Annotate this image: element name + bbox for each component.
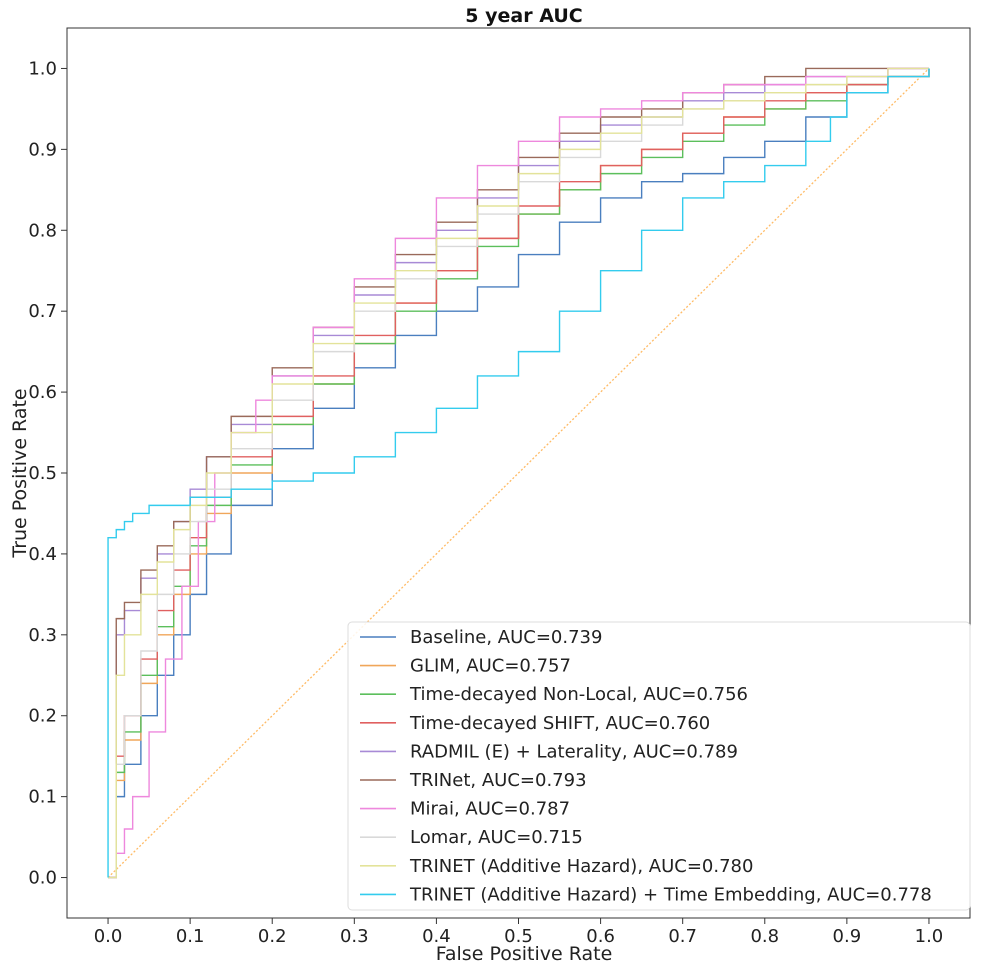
y-tick-label: 0.3 (28, 625, 57, 646)
y-tick-label: 0.2 (28, 706, 57, 727)
x-tick-label: 0.0 (94, 926, 123, 947)
x-tick-label: 0.7 (668, 926, 697, 947)
x-tick-label: 0.9 (833, 926, 862, 947)
legend-box (347, 621, 971, 911)
y-tick-label: 0.4 (28, 544, 57, 565)
legend-entry: Time-decayed Non-Local, AUC=0.756 (409, 684, 748, 705)
y-tick-label: 0.9 (28, 139, 57, 160)
x-tick-label: 0.2 (258, 926, 287, 947)
x-tick-label: 0.1 (176, 926, 205, 947)
roc-curves (107, 67, 930, 879)
x-axis-label: False Positive Rate (436, 943, 613, 965)
chance-diagonal-line (107, 67, 930, 879)
roc-curve-1 (108, 68, 930, 879)
chart-title: 5 year AUC (465, 5, 582, 27)
y-axis: 0.0 0.1 0.2 0.3 0.4 0.5 0.6 0.7 0.8 0.9 1.0 (28, 58, 67, 889)
legend-entry: RADMIL (E) + Laterality, AUC=0.789 (410, 741, 738, 762)
y-tick-label: 1.0 (28, 58, 57, 79)
y-axis-label: True Positive Rate (9, 388, 31, 558)
legend-entry: TRINet, AUC=0.793 (409, 770, 587, 791)
legend-entry: GLIM, AUC=0.757 (410, 656, 571, 677)
x-tick-label: 0.5 (504, 926, 533, 947)
roc-curve-10 (107, 68, 930, 878)
y-tick-label: 0.1 (28, 787, 57, 808)
roc-curve-4 (108, 68, 930, 879)
legend-entry: Baseline, AUC=0.739 (410, 627, 602, 648)
legend-entry: Time-decayed SHIFT, AUC=0.760 (409, 713, 710, 734)
y-tick-label: 0.0 (28, 868, 57, 889)
x-tick-label: 0.3 (340, 926, 369, 947)
y-tick-label: 0.8 (28, 220, 57, 241)
y-tick-label: 0.6 (28, 382, 57, 403)
x-tick-label: 0.6 (586, 926, 615, 947)
legend-entry: Mirai, AUC=0.787 (410, 799, 570, 820)
x-tick-label: 0.8 (750, 926, 779, 947)
x-tick-label: 1.0 (915, 926, 944, 947)
chance-line (107, 67, 930, 879)
legend-entry: TRINET (Additive Hazard) + Time Embeddin… (409, 884, 932, 905)
y-tick-label: 0.7 (28, 301, 57, 322)
x-tick-label: 0.4 (422, 926, 451, 947)
x-axis: 0.0 0.1 0.2 0.3 0.4 0.5 0.6 0.7 0.8 0.9 1.0 (94, 918, 944, 947)
roc-curve-9 (108, 67, 929, 879)
y-tick-label: 0.5 (28, 463, 57, 484)
legend: Baseline, AUC=0.739 GLIM, AUC=0.757 Time-d… (347, 621, 971, 911)
legend-entry: TRINET (Additive Hazard), AUC=0.780 (409, 856, 753, 877)
legend-entry: Lomar, AUC=0.715 (410, 827, 583, 848)
